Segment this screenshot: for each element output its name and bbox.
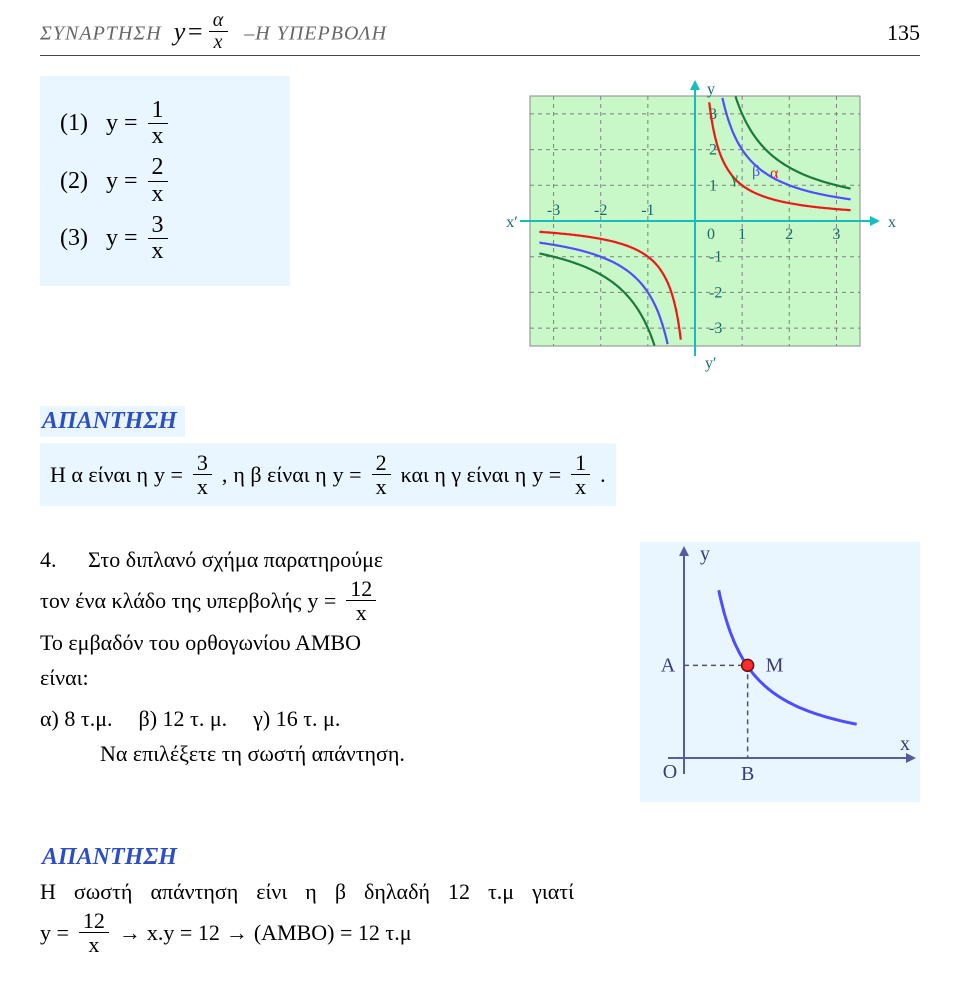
svg-text:x: x [888,214,896,231]
svg-text:M: M [766,655,784,677]
choice-a: α) 8 τ.μ. [40,701,113,736]
question-4-note: Να επιλέξετε τη σωστή απάντηση. [100,736,560,771]
answer-section-1: AΠANTHΣH Η α είναι η y = 3 x , η β είναι… [40,376,920,506]
fraction: 12 x [79,909,109,956]
eq-row: (2) y = 2 x [60,155,260,206]
answer-label: AΠANTHΣH [40,842,185,873]
fraction: 1 x [148,98,168,149]
svg-text:2: 2 [785,226,793,243]
answer-section-2: AΠANTHΣH Η σωστή απάντηση είνι η β δηλαδ… [40,812,920,956]
svg-text:3: 3 [832,226,840,243]
eq-row: (3) y = 3 x [60,213,260,264]
svg-text:-2: -2 [594,202,607,219]
question-4-choices: α) 8 τ.μ. β) 12 τ. μ. γ) 16 τ. μ. [40,701,560,736]
hyperbola-family-chart: -3-2-1123321-1-2-3yy′x′x0αβγ [460,76,910,376]
svg-text:-2: -2 [709,284,722,301]
choice-c: γ) 16 τ. μ. [253,701,340,736]
fraction: 2 x [148,155,168,206]
svg-text:y: y [700,543,710,565]
svg-text:γ: γ [730,170,738,187]
fraction: 12 x [346,577,376,624]
svg-text:1: 1 [709,177,717,194]
answer-2-line-1: Η σωστή απάντηση είνι η β δηλαδή 12 τ.μ … [40,879,920,905]
header-frac: α x [209,10,229,53]
svg-text:A: A [661,655,676,677]
svg-text:O: O [663,761,677,783]
svg-text:-1: -1 [709,249,722,266]
svg-text:β: β [752,163,760,180]
svg-text:B: B [741,763,754,785]
header-row: ΣΥΝΑΡΤΗΣΗ y = α x –Η ΥΠΕΡΒΟΛΗ 135 [40,10,920,56]
single-branch-chart: y x O B A M [640,542,920,802]
svg-text:-1: -1 [641,202,654,219]
svg-text:x: x [900,733,910,755]
svg-text:x′: x′ [506,214,518,231]
question-4: 4. Στο διπλανό σχήμα παρατηρούμε τον ένα… [40,542,920,802]
page-number: 135 [887,20,920,46]
eq-row: (1) y = 1 x [60,98,260,149]
question-4-text: 4. Στο διπλανό σχήμα παρατηρούμε τον ένα… [40,542,560,771]
answer-2-line-2: y = 12 x → x.y = 12 → (ΑΜΒΟ) = 12 τ.μ [40,909,920,956]
svg-text:-3: -3 [709,320,722,337]
svg-text:-3: -3 [547,202,560,219]
header-math: y = α x [174,10,233,53]
fraction: 3 x [193,451,212,498]
choice-b: β) 12 τ. μ. [139,701,228,736]
answer-line: Η α είναι η y = 3 x , η β είναι η y = 2 … [40,443,616,506]
svg-text:0: 0 [707,226,715,243]
answer-label: AΠANTHΣH [40,406,185,437]
header-suffix: –Η ΥΠΕΡΒΟΛΗ [244,23,387,45]
equation-list: (1) y = 1 x (2) y = 2 x (3) y = 3 [40,76,290,286]
svg-text:2: 2 [709,142,717,159]
page-root: ΣΥΝΑΡΤΗΣΗ y = α x –Η ΥΠΕΡΒΟΛΗ 135 (1) y … [0,0,960,998]
top-section: (1) y = 1 x (2) y = 2 x (3) y = 3 [40,76,920,376]
svg-text:y′: y′ [705,355,717,372]
fraction: 1 x [571,451,590,498]
svg-text:y: y [707,81,715,98]
header-title: ΣΥΝΑΡΤΗΣΗ y = α x –Η ΥΠΕΡΒΟΛΗ [40,10,387,53]
fraction: 2 x [372,451,391,498]
fraction: 3 x [148,213,168,264]
svg-text:1: 1 [738,226,746,243]
header-prefix: ΣΥΝΑΡΤΗΣΗ [40,23,162,45]
